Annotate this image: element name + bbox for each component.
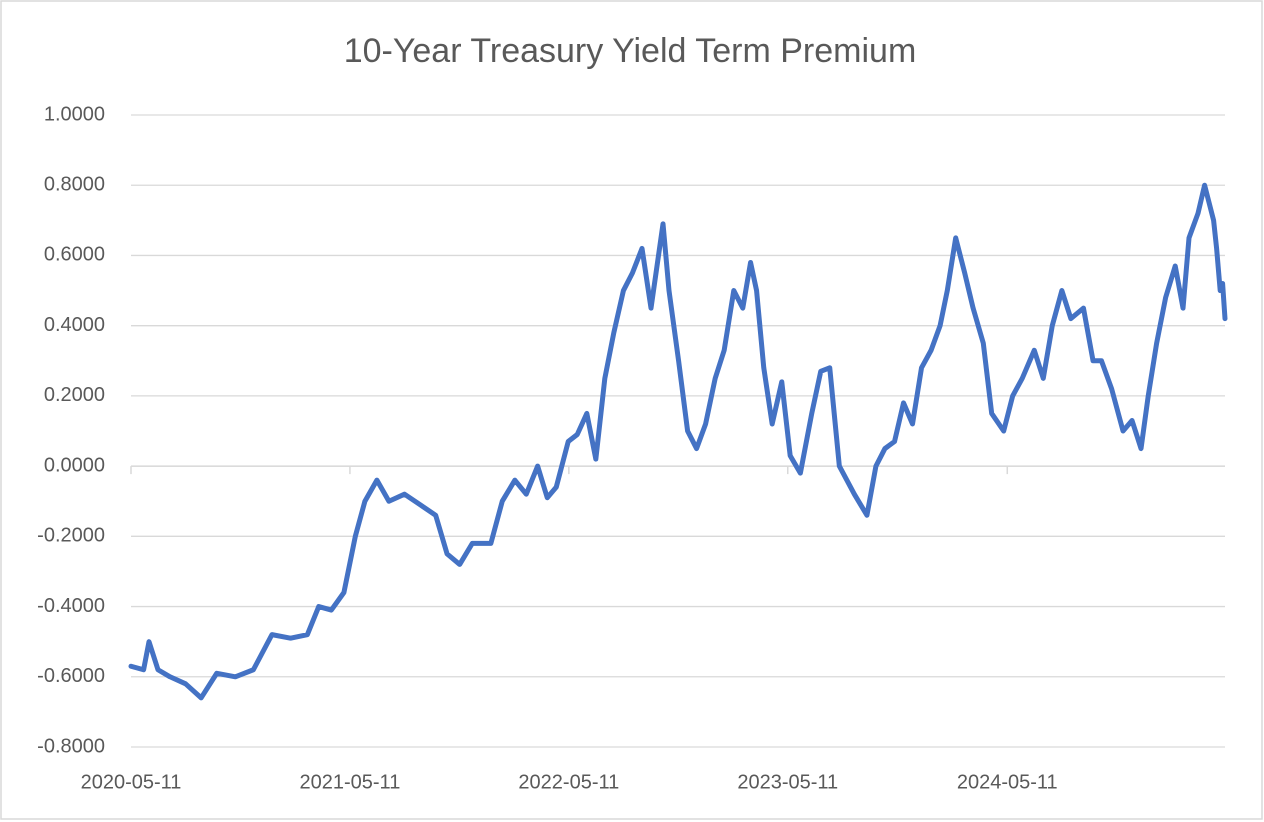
x-tick-label: 2020-05-11 bbox=[81, 771, 182, 793]
y-tick-label: 0.4000 bbox=[44, 314, 105, 336]
y-tick-label: 0.0000 bbox=[44, 454, 105, 476]
line-series bbox=[128, 182, 1228, 701]
x-tick-label: 2023-05-11 bbox=[737, 771, 838, 793]
x-tick-label: 2022-05-11 bbox=[518, 771, 619, 793]
y-tick-label: -0.6000 bbox=[37, 665, 105, 687]
x-tick-label: 2021-05-11 bbox=[300, 771, 401, 793]
y-tick-label: -0.8000 bbox=[37, 735, 105, 757]
y-tick-label: -0.2000 bbox=[37, 525, 105, 547]
y-tick-label: 1.0000 bbox=[44, 103, 105, 125]
y-tick-label: -0.4000 bbox=[37, 595, 105, 617]
y-tick-label: 0.2000 bbox=[44, 384, 105, 406]
y-tick-label: 0.8000 bbox=[44, 174, 105, 196]
x-tick-label: 2024-05-11 bbox=[957, 771, 1058, 793]
y-tick-label: 0.6000 bbox=[44, 244, 105, 266]
chart-title: 10-Year Treasury Yield Term Premium bbox=[344, 32, 917, 70]
